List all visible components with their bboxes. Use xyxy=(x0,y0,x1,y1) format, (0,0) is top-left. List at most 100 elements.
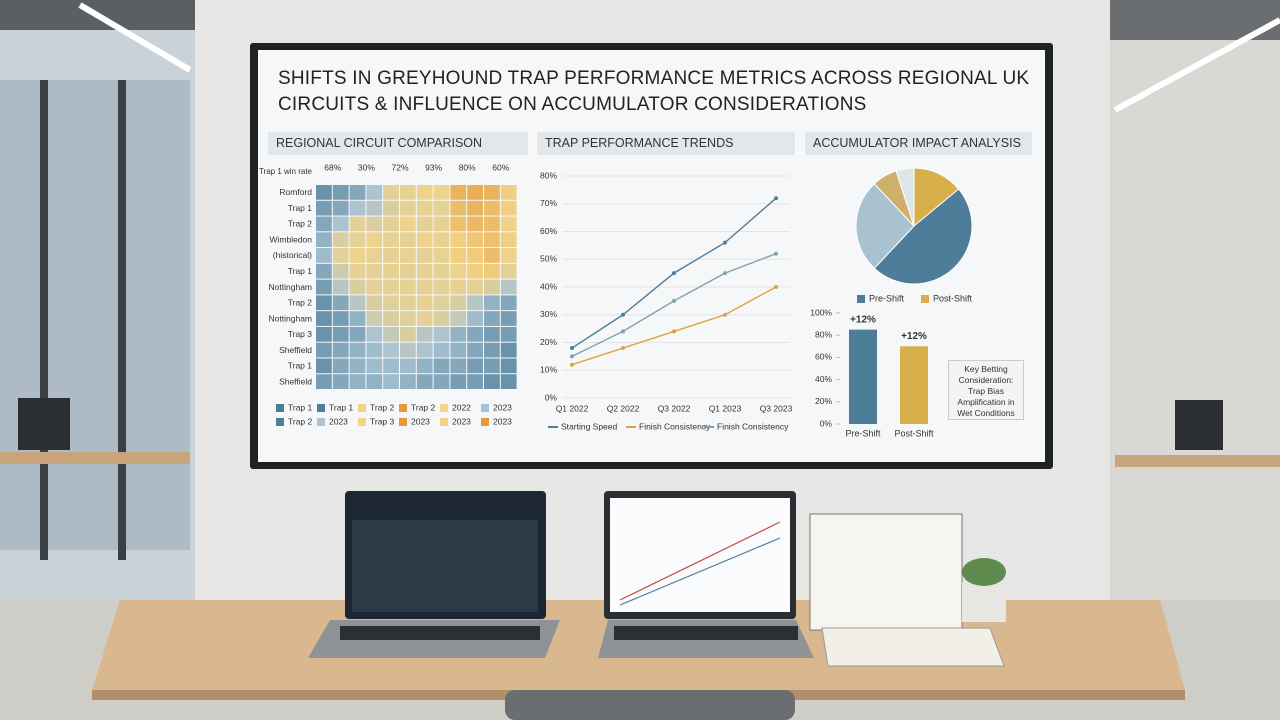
legend-swatch xyxy=(481,404,489,412)
series-point xyxy=(774,251,778,256)
side-desk xyxy=(0,452,190,464)
laptop-table xyxy=(352,520,538,612)
heat-cell xyxy=(332,248,349,263)
row-label: Sheffield xyxy=(279,376,312,386)
heat-cell xyxy=(383,232,399,248)
column-header: 30% xyxy=(358,162,375,172)
notebook-open xyxy=(821,627,1005,667)
dashboard-title: SHIFTS IN GREYHOUND TRAP PERFORMANCE MET… xyxy=(278,68,1030,115)
heat-cell xyxy=(484,279,500,295)
heat-cell xyxy=(416,279,433,295)
heat-cell xyxy=(349,185,366,200)
keyboard xyxy=(340,626,540,640)
column-header: 80% xyxy=(459,162,476,172)
series-point xyxy=(723,271,727,276)
heat-cell xyxy=(332,295,349,311)
heat-cell xyxy=(349,358,366,374)
heat-cell xyxy=(383,311,399,326)
heat-cell xyxy=(400,216,416,232)
series-point xyxy=(621,329,625,334)
heat-cell xyxy=(316,185,332,200)
heat-cell xyxy=(383,326,399,342)
heat-cell xyxy=(349,326,366,342)
heat-cell xyxy=(316,374,332,389)
legend-label: 2023 xyxy=(452,416,471,426)
series-point xyxy=(774,196,778,201)
bar xyxy=(849,329,877,424)
row-label: Wimbledon xyxy=(269,234,312,244)
heat-cell xyxy=(349,342,366,358)
y-tick-label: 40% xyxy=(815,374,832,384)
heat-cell xyxy=(383,374,399,389)
heat-cell xyxy=(383,263,399,279)
row-label: Romford xyxy=(279,187,312,197)
legend-swatch xyxy=(921,295,929,303)
y-tick-label: 70% xyxy=(540,198,557,208)
heat-cell xyxy=(500,248,517,263)
heat-cell xyxy=(349,295,366,311)
legend-label: Trap 3 xyxy=(370,416,395,426)
legend-label: Trap 2 xyxy=(411,402,436,412)
heat-cell xyxy=(366,279,383,295)
legend-swatch xyxy=(317,418,325,426)
heat-cell xyxy=(433,295,450,311)
column-header: 68% xyxy=(324,162,341,172)
heat-cell xyxy=(484,185,500,200)
x-tick-label: Q3 2023 xyxy=(760,403,793,413)
heat-cell xyxy=(416,358,433,374)
legend-swatch xyxy=(440,404,448,412)
heat-cell xyxy=(450,279,467,295)
heat-cell xyxy=(316,326,332,342)
y-tick-label: 60% xyxy=(815,352,832,362)
heat-cell xyxy=(383,295,399,311)
heat-cell xyxy=(332,374,349,389)
corner-label: Trap 1 win rate xyxy=(259,167,313,176)
y-tick-label: 80% xyxy=(815,329,832,339)
heat-cell xyxy=(500,200,517,216)
heat-cell xyxy=(416,263,433,279)
heat-cell xyxy=(467,342,483,358)
series-point xyxy=(570,362,574,367)
keyboard xyxy=(614,626,798,640)
heat-cell xyxy=(500,326,517,342)
row-label: Trap 3 xyxy=(288,329,313,339)
heat-cell xyxy=(467,295,483,311)
heat-cell xyxy=(400,200,416,216)
heat-cell xyxy=(349,374,366,389)
heat-cell xyxy=(316,311,332,326)
row-label: Trap 1 xyxy=(288,203,313,213)
heat-cell xyxy=(500,342,517,358)
bar xyxy=(900,346,928,424)
heat-cell xyxy=(433,342,450,358)
heat-cell xyxy=(467,263,483,279)
heat-cell xyxy=(366,326,383,342)
row-label: Trap 1 xyxy=(288,266,313,276)
series-point xyxy=(570,346,574,351)
heat-cell xyxy=(366,342,383,358)
legend-swatch xyxy=(399,418,407,426)
heat-cell xyxy=(484,263,500,279)
y-tick-label: 80% xyxy=(540,170,557,180)
y-tick-label: 0% xyxy=(820,418,833,428)
heat-cell xyxy=(332,216,349,232)
row-label: (historical) xyxy=(273,250,312,260)
series-point xyxy=(723,312,727,317)
legend-label: Pre-Shift xyxy=(869,293,905,303)
plant-pot xyxy=(962,582,1006,622)
heat-cell xyxy=(433,374,450,389)
heat-cell xyxy=(366,248,383,263)
heat-cell xyxy=(433,185,450,200)
mullion xyxy=(40,80,48,560)
legend-swatch xyxy=(317,404,325,412)
legend-label: Finish Consistency xyxy=(717,421,789,431)
heat-cell xyxy=(400,358,416,374)
heat-cell xyxy=(450,311,467,326)
heat-cell xyxy=(332,232,349,248)
heat-cell xyxy=(433,279,450,295)
x-tick-label: Q1 2022 xyxy=(556,403,589,413)
heat-cell xyxy=(349,232,366,248)
heat-cell xyxy=(316,200,332,216)
heat-cell xyxy=(316,232,332,248)
series-point xyxy=(672,329,676,334)
